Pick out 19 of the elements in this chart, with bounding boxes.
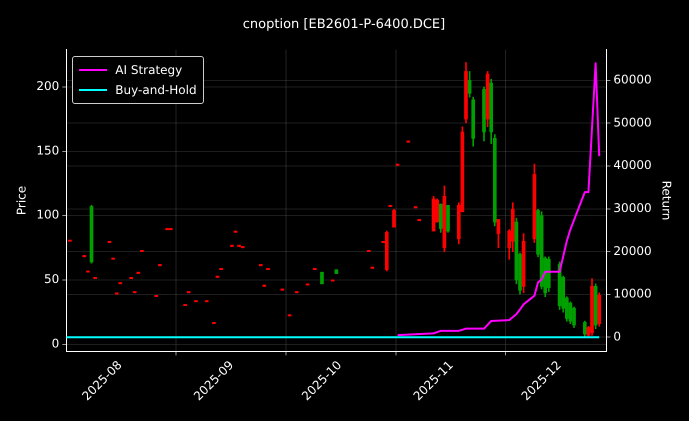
candlestick [320, 272, 324, 284]
y2-tick-label: 10000 [613, 286, 652, 301]
y2-axis-title: Return [660, 180, 674, 220]
y-axis-title: Price [14, 186, 28, 216]
y-tick-label: 100 [36, 208, 60, 222]
y2-tick-label: 50000 [613, 115, 652, 130]
y2-tick-label: 0 [613, 329, 622, 344]
y2-tick-label: 20000 [613, 244, 652, 258]
y-tick-label: 0 [52, 336, 60, 350]
y-tick-label: 150 [36, 143, 60, 158]
y2-tick-label: 40000 [613, 158, 652, 172]
y-tick-label: 200 [36, 79, 60, 94]
y-tick-label: 50 [44, 272, 60, 286]
y2-tick-label: 30000 [613, 200, 652, 215]
chart-title: cnoption [EB2601-P-6400.DCE] [242, 17, 446, 32]
y2-tick-label: 60000 [613, 72, 652, 87]
candlestick [334, 269, 338, 274]
legend-label: AI Strategy [115, 62, 182, 79]
legend-label: Buy-and-Hold [115, 82, 197, 99]
